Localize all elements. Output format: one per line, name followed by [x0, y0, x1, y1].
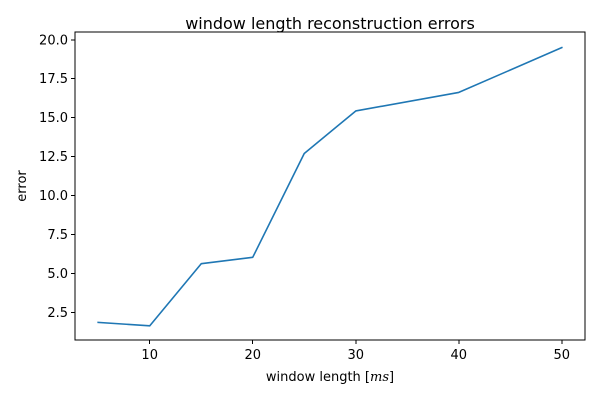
x-tick-label: 30: [347, 348, 364, 363]
y-tick-label: 5.0: [47, 267, 68, 282]
x-tick-label: 20: [244, 348, 261, 363]
series-line-0: [97, 46, 563, 327]
y-tick-label: 2.5: [47, 306, 68, 321]
x-tick-label: 10: [141, 348, 158, 363]
y-tick-label: 20.0: [39, 33, 68, 48]
x-axis-label: window length [ms]: [266, 370, 394, 385]
x-tick-label: 40: [451, 348, 468, 363]
y-tick-label: 15.0: [39, 111, 68, 126]
y-tick-label: 10.0: [39, 189, 68, 204]
y-tick-label: 17.5: [39, 72, 68, 87]
y-axis-label: error: [15, 170, 30, 202]
series-layer: [97, 46, 563, 327]
y-tick-label: 7.5: [47, 228, 68, 243]
plot-area: 10 20 30 40 50 2.5 5.0 7.5 10.0 12.5 15.0 17.5 20.0: [39, 31, 586, 363]
y-tick-label: 12.5: [39, 150, 68, 165]
x-tick-label: 50: [554, 348, 571, 363]
y-axis-ticks: 2.5 5.0 7.5 10.0 12.5 15.0 17.5 20.0: [39, 33, 75, 321]
x-axis-ticks: 10 20 30 40 50: [141, 340, 570, 363]
axes-frame: [74, 31, 586, 341]
chart-title: window length reconstruction errors: [185, 14, 475, 33]
